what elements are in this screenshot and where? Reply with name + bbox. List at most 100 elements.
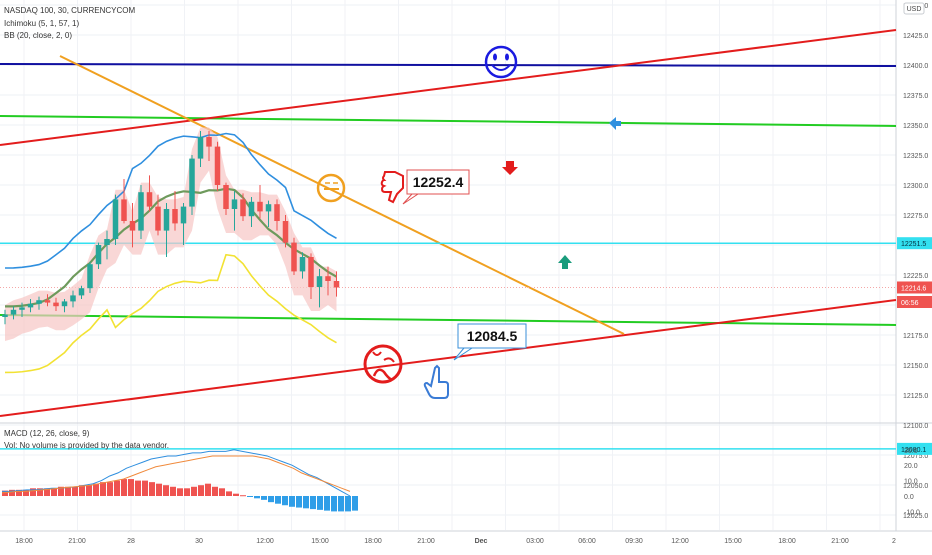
macd-histogram-bar[interactable] — [170, 486, 176, 496]
candle-body[interactable] — [282, 221, 289, 243]
candle-body[interactable] — [129, 221, 136, 231]
macd-histogram-bar[interactable] — [338, 496, 344, 512]
candle-body[interactable] — [206, 137, 212, 147]
macd-histogram-bar[interactable] — [58, 486, 64, 496]
candle-body[interactable] — [248, 201, 255, 217]
macd-histogram-bar[interactable] — [268, 496, 274, 503]
time-tick-label: 18:00 — [778, 538, 796, 545]
macd-histogram-bar[interactable] — [254, 496, 260, 499]
candle-body[interactable] — [78, 288, 85, 296]
macd-histogram-bar[interactable] — [9, 489, 15, 496]
candle-body[interactable] — [308, 257, 314, 287]
macd-histogram-bar[interactable] — [345, 496, 351, 512]
candle-body[interactable] — [223, 185, 229, 209]
candle-body[interactable] — [121, 199, 127, 221]
candle-body[interactable] — [112, 199, 119, 239]
macd-histogram-bar[interactable] — [135, 480, 141, 496]
macd-histogram-bar[interactable] — [16, 489, 22, 496]
candle-body[interactable] — [316, 276, 323, 287]
macd-histogram-bar[interactable] — [219, 488, 225, 496]
candle-body[interactable] — [333, 281, 340, 288]
macd-pane — [1, 449, 358, 512]
candle-body[interactable] — [325, 276, 331, 281]
macd-histogram-bar[interactable] — [51, 488, 57, 496]
macd-histogram-bar[interactable] — [177, 488, 183, 496]
macd-histogram-bar[interactable] — [352, 496, 358, 511]
macd-histogram-bar[interactable] — [240, 495, 246, 497]
callout-12084[interactable]: 12084.5 — [453, 323, 527, 361]
price-tick-label: 12025.0 — [903, 513, 928, 520]
macd-histogram-bar[interactable] — [310, 496, 316, 510]
macd-histogram-bar[interactable] — [303, 496, 309, 509]
candle-body[interactable] — [231, 199, 238, 209]
macd-histogram-bar[interactable] — [163, 485, 169, 496]
macd-histogram-bar[interactable] — [331, 496, 337, 512]
macd-histogram-bar[interactable] — [149, 482, 155, 496]
macd-histogram-bar[interactable] — [44, 488, 50, 496]
macd-histogram-bar[interactable] — [30, 488, 36, 496]
macd-histogram-bar[interactable] — [86, 485, 92, 496]
candle-body[interactable] — [172, 209, 178, 224]
macd-histogram-bar[interactable] — [121, 479, 127, 496]
macd-histogram-bar[interactable] — [128, 479, 134, 496]
macd-histogram-bar[interactable] — [275, 496, 281, 504]
candle-body[interactable] — [104, 239, 110, 245]
candle-body[interactable] — [155, 206, 161, 231]
candle-body[interactable] — [95, 245, 102, 265]
candle-body[interactable] — [138, 192, 144, 231]
candle-body[interactable] — [197, 137, 204, 159]
macd-histogram-bar[interactable] — [93, 483, 99, 496]
macd-histogram-bar[interactable] — [142, 480, 148, 496]
macd-histogram-bar[interactable] — [282, 496, 288, 506]
macd-histogram-bar[interactable] — [289, 496, 295, 507]
candle-body[interactable] — [36, 300, 42, 304]
candle-body[interactable] — [2, 314, 8, 317]
macd-histogram-bar[interactable] — [233, 493, 239, 496]
macd-histogram-bar[interactable] — [184, 488, 190, 496]
candle-body[interactable] — [87, 264, 93, 289]
arrow-left-icon — [609, 117, 621, 130]
macd-histogram-bar[interactable] — [114, 480, 120, 496]
macd-histogram-bar[interactable] — [156, 483, 162, 496]
candle-body[interactable] — [299, 257, 306, 272]
candle-body[interactable] — [214, 146, 221, 185]
candle-body[interactable] — [27, 303, 34, 308]
callout-text: 12252.4 — [413, 174, 464, 190]
macd-histogram-bar[interactable] — [107, 482, 113, 496]
macd-histogram-bar[interactable] — [324, 496, 330, 511]
macd-histogram-bar[interactable] — [205, 483, 211, 496]
macd-histogram-bar[interactable] — [212, 486, 218, 496]
candle-body[interactable] — [19, 307, 25, 310]
macd-histogram-bar[interactable] — [198, 485, 204, 496]
candle-body[interactable] — [44, 300, 51, 303]
candle-body[interactable] — [61, 301, 68, 307]
macd-histogram-bar[interactable] — [226, 491, 232, 496]
candle-body[interactable] — [163, 209, 170, 231]
price-tick-label: 12150.0 — [903, 363, 928, 370]
candle-body[interactable] — [291, 242, 297, 272]
candle-body[interactable] — [146, 192, 153, 207]
candle-body[interactable] — [265, 204, 272, 212]
macd-histogram-bar[interactable] — [296, 496, 302, 508]
candle-body[interactable] — [70, 295, 76, 302]
candle-body[interactable] — [240, 199, 246, 217]
macd-histogram-bar[interactable] — [100, 482, 106, 496]
candle-body[interactable] — [189, 158, 195, 207]
candle-body[interactable] — [180, 206, 187, 224]
candle-body[interactable] — [53, 302, 59, 307]
macd-histogram-bar[interactable] — [317, 496, 323, 510]
callout-12252[interactable]: 12252.4 — [402, 169, 470, 205]
macd-histogram-bar[interactable] — [23, 489, 29, 496]
macd-histogram-bar[interactable] — [2, 490, 8, 496]
macd-histogram-bar[interactable] — [79, 485, 85, 496]
macd-histogram-bar[interactable] — [37, 488, 43, 496]
macd-histogram-bar[interactable] — [72, 486, 78, 496]
candle-body[interactable] — [10, 309, 17, 315]
macd-histogram-bar[interactable] — [191, 486, 197, 496]
macd-histogram-bar[interactable] — [65, 486, 71, 496]
macd-histogram-bar[interactable] — [247, 496, 253, 497]
candle-body[interactable] — [274, 204, 280, 221]
candle-body[interactable] — [257, 201, 263, 212]
macd-histogram-bar[interactable] — [261, 496, 267, 500]
